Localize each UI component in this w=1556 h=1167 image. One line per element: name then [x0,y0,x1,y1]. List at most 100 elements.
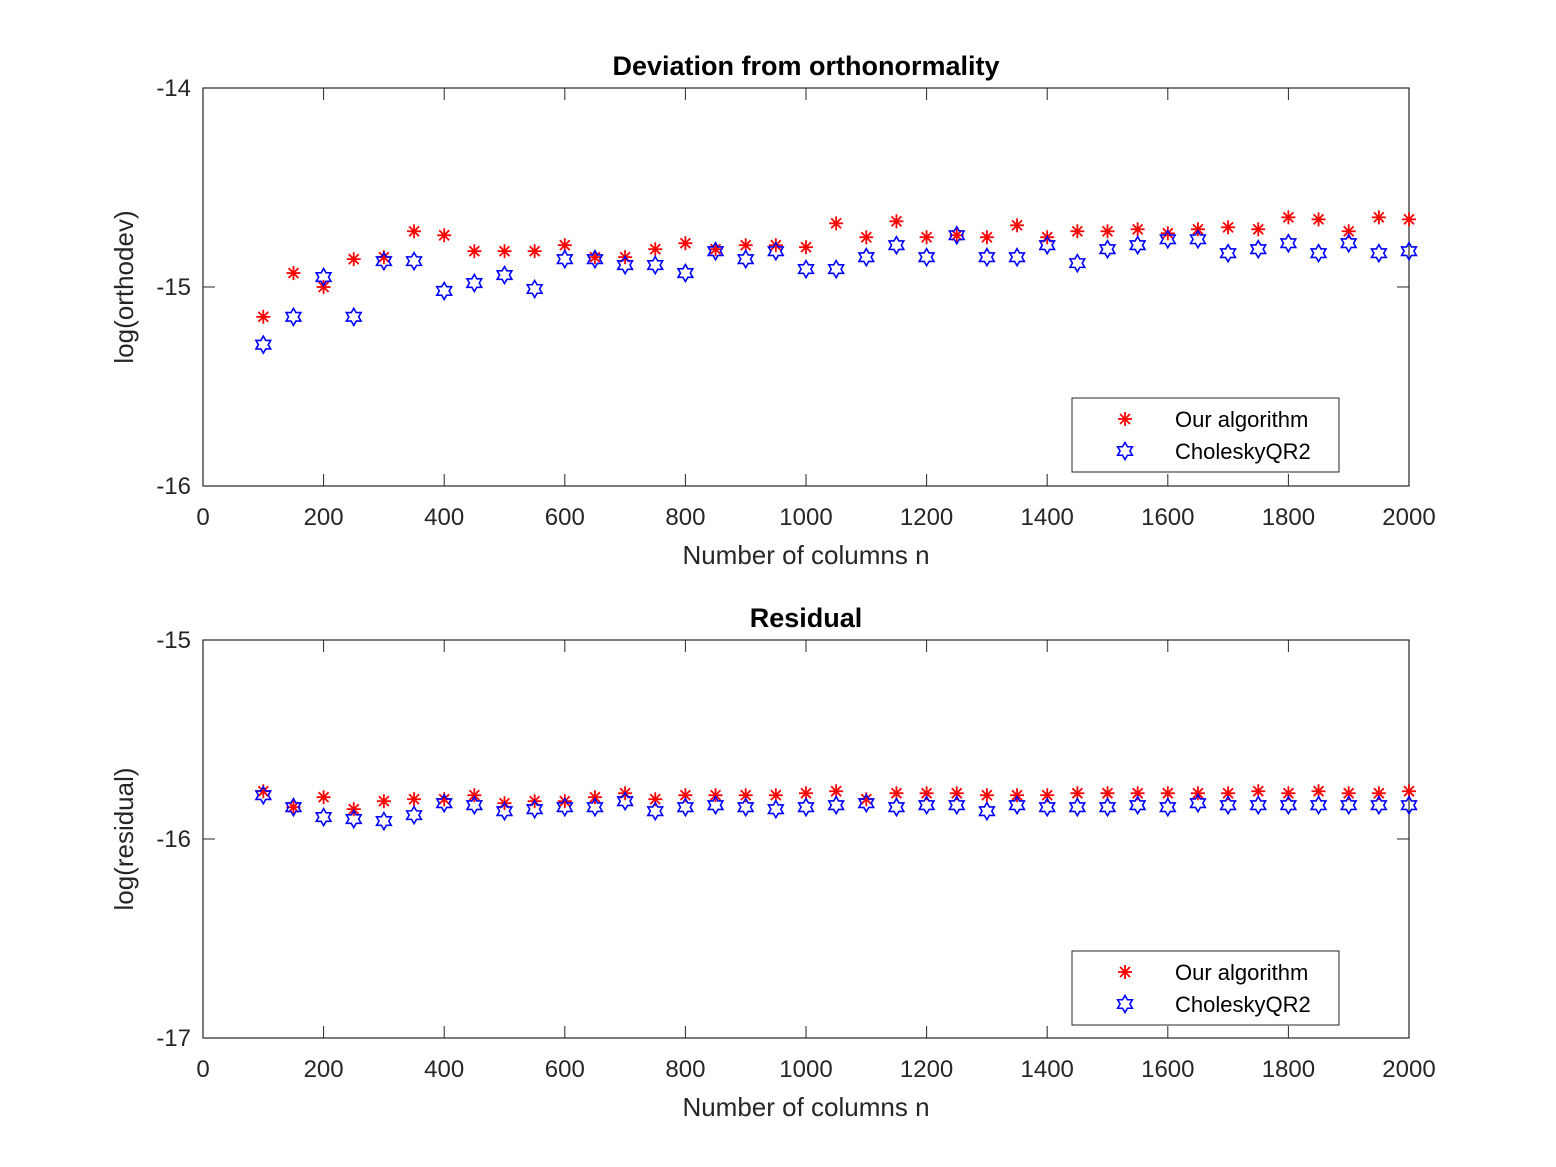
x-tick-label: 1600 [1141,504,1194,531]
data-point-asterisk [346,252,361,267]
data-point-hexagram [586,249,604,270]
y-tick-label: -15 [156,274,191,301]
data-point-asterisk [407,224,422,239]
data-point-hexagram [586,797,604,818]
data-point-hexagram [616,255,634,276]
data-point-asterisk [1100,224,1115,239]
x-tick-label: 1400 [1021,1056,1074,1083]
data-point-hexagram [1219,243,1237,264]
data-point-asterisk [1251,222,1266,237]
data-point-hexagram [1038,235,1056,256]
data-point-hexagram [375,810,393,832]
data-point-hexagram [676,262,695,284]
data-point-hexagram [827,795,845,816]
data-point-asterisk [407,792,422,807]
data-point-hexagram [857,247,876,268]
data-point-asterisk [527,244,542,259]
data-point-asterisk [949,786,964,801]
data-point-hexagram [827,258,845,280]
data-point-hexagram [1279,795,1298,816]
data-point-hexagram [887,797,906,818]
data-point-hexagram [1098,239,1117,260]
series-our-algorithm [256,784,1416,817]
legend-marker-asterisk [1118,965,1132,979]
data-point-asterisk [1402,212,1416,227]
data-point-hexagram [1400,795,1418,816]
data-point-asterisk [1341,224,1356,239]
data-point-hexagram [1309,243,1328,264]
legend: Our algorithm CholeskyQR2 [1071,397,1340,473]
y-tick-label: -14 [156,75,191,102]
data-point-hexagram [556,797,574,818]
data-point-asterisk [557,238,572,253]
data-point-hexagram [797,258,815,280]
x-axis-label: Number of columns n [682,1092,929,1122]
data-point-asterisk [1160,226,1175,241]
data-point-hexagram [1008,247,1026,268]
x-tick-label: 800 [665,1056,705,1083]
data-point-hexagram [917,247,936,268]
data-point-hexagram [1068,797,1087,818]
data-point-asterisk [979,230,994,245]
data-point-asterisk [1010,218,1025,233]
data-point-asterisk [467,244,482,259]
data-point-asterisk [256,309,271,324]
data-point-hexagram [1068,253,1087,274]
data-point-hexagram [767,241,785,262]
chart-title: Deviation from orthonormality [612,51,999,81]
data-point-hexagram [1309,795,1328,816]
x-axis-label: Number of columns n [682,540,929,570]
legend-entry-label: Our algorithm [1175,960,1308,985]
legend-box [1071,397,1340,473]
data-point-hexagram [616,791,634,812]
data-point-hexagram [284,306,303,327]
data-point-hexagram [736,797,755,818]
x-tick-label: 0 [196,504,209,531]
x-tick-label: 1800 [1262,1056,1315,1083]
data-point-asterisk [829,216,844,231]
x-tick-label: 1000 [779,504,832,531]
data-point-hexagram [495,264,514,286]
data-point-hexagram [345,306,363,327]
data-point-hexagram [1098,797,1117,818]
data-point-hexagram [646,801,664,822]
data-point-hexagram [1249,239,1267,260]
data-point-asterisk [648,792,663,807]
data-point-hexagram [797,797,815,818]
data-point-hexagram [1219,795,1237,816]
chart-panel-1: 0 200 400 600 800 1000 1200 1400 1600 1800 2000 -16… [109,51,1436,570]
x-tick-label: 800 [665,504,705,531]
data-point-hexagram [948,225,966,246]
data-point-hexagram [405,805,423,826]
legend: Our algorithm CholeskyQR2 [1071,950,1340,1026]
x-tick-label: 200 [304,1056,344,1083]
data-point-asterisk [1070,224,1085,239]
data-point-asterisk [286,266,301,281]
data-point-asterisk [1371,210,1386,225]
data-point-hexagram [314,266,333,288]
data-point-asterisk [1221,220,1236,235]
y-axis-label: log(residual) [109,767,139,910]
data-point-asterisk [1402,784,1416,799]
series-choleskyqr2 [254,225,1418,355]
data-point-asterisk [1130,222,1145,237]
chart-panel-2: 0 200 400 600 800 1000 1200 1400 1600 1800 2000 -17… [109,603,1436,1122]
legend-entry-label: Our algorithm [1175,407,1308,432]
data-point-hexagram [1159,797,1177,818]
x-tick-label: 400 [424,1056,464,1083]
data-point-hexagram [314,807,333,828]
data-point-hexagram [767,799,785,820]
x-tick-label: 200 [304,504,344,531]
legend-marker-hexagram [1116,993,1134,1015]
data-point-hexagram [465,795,484,816]
data-point-hexagram [345,808,363,830]
data-point-hexagram [948,795,966,816]
legend-box [1071,950,1340,1026]
data-point-hexagram [375,251,393,272]
data-point-hexagram [1370,795,1388,816]
y-axis-label: log(orthodev) [109,210,139,363]
data-point-asterisk [708,242,723,257]
data-point-asterisk [889,214,904,229]
data-point-hexagram [887,235,906,256]
